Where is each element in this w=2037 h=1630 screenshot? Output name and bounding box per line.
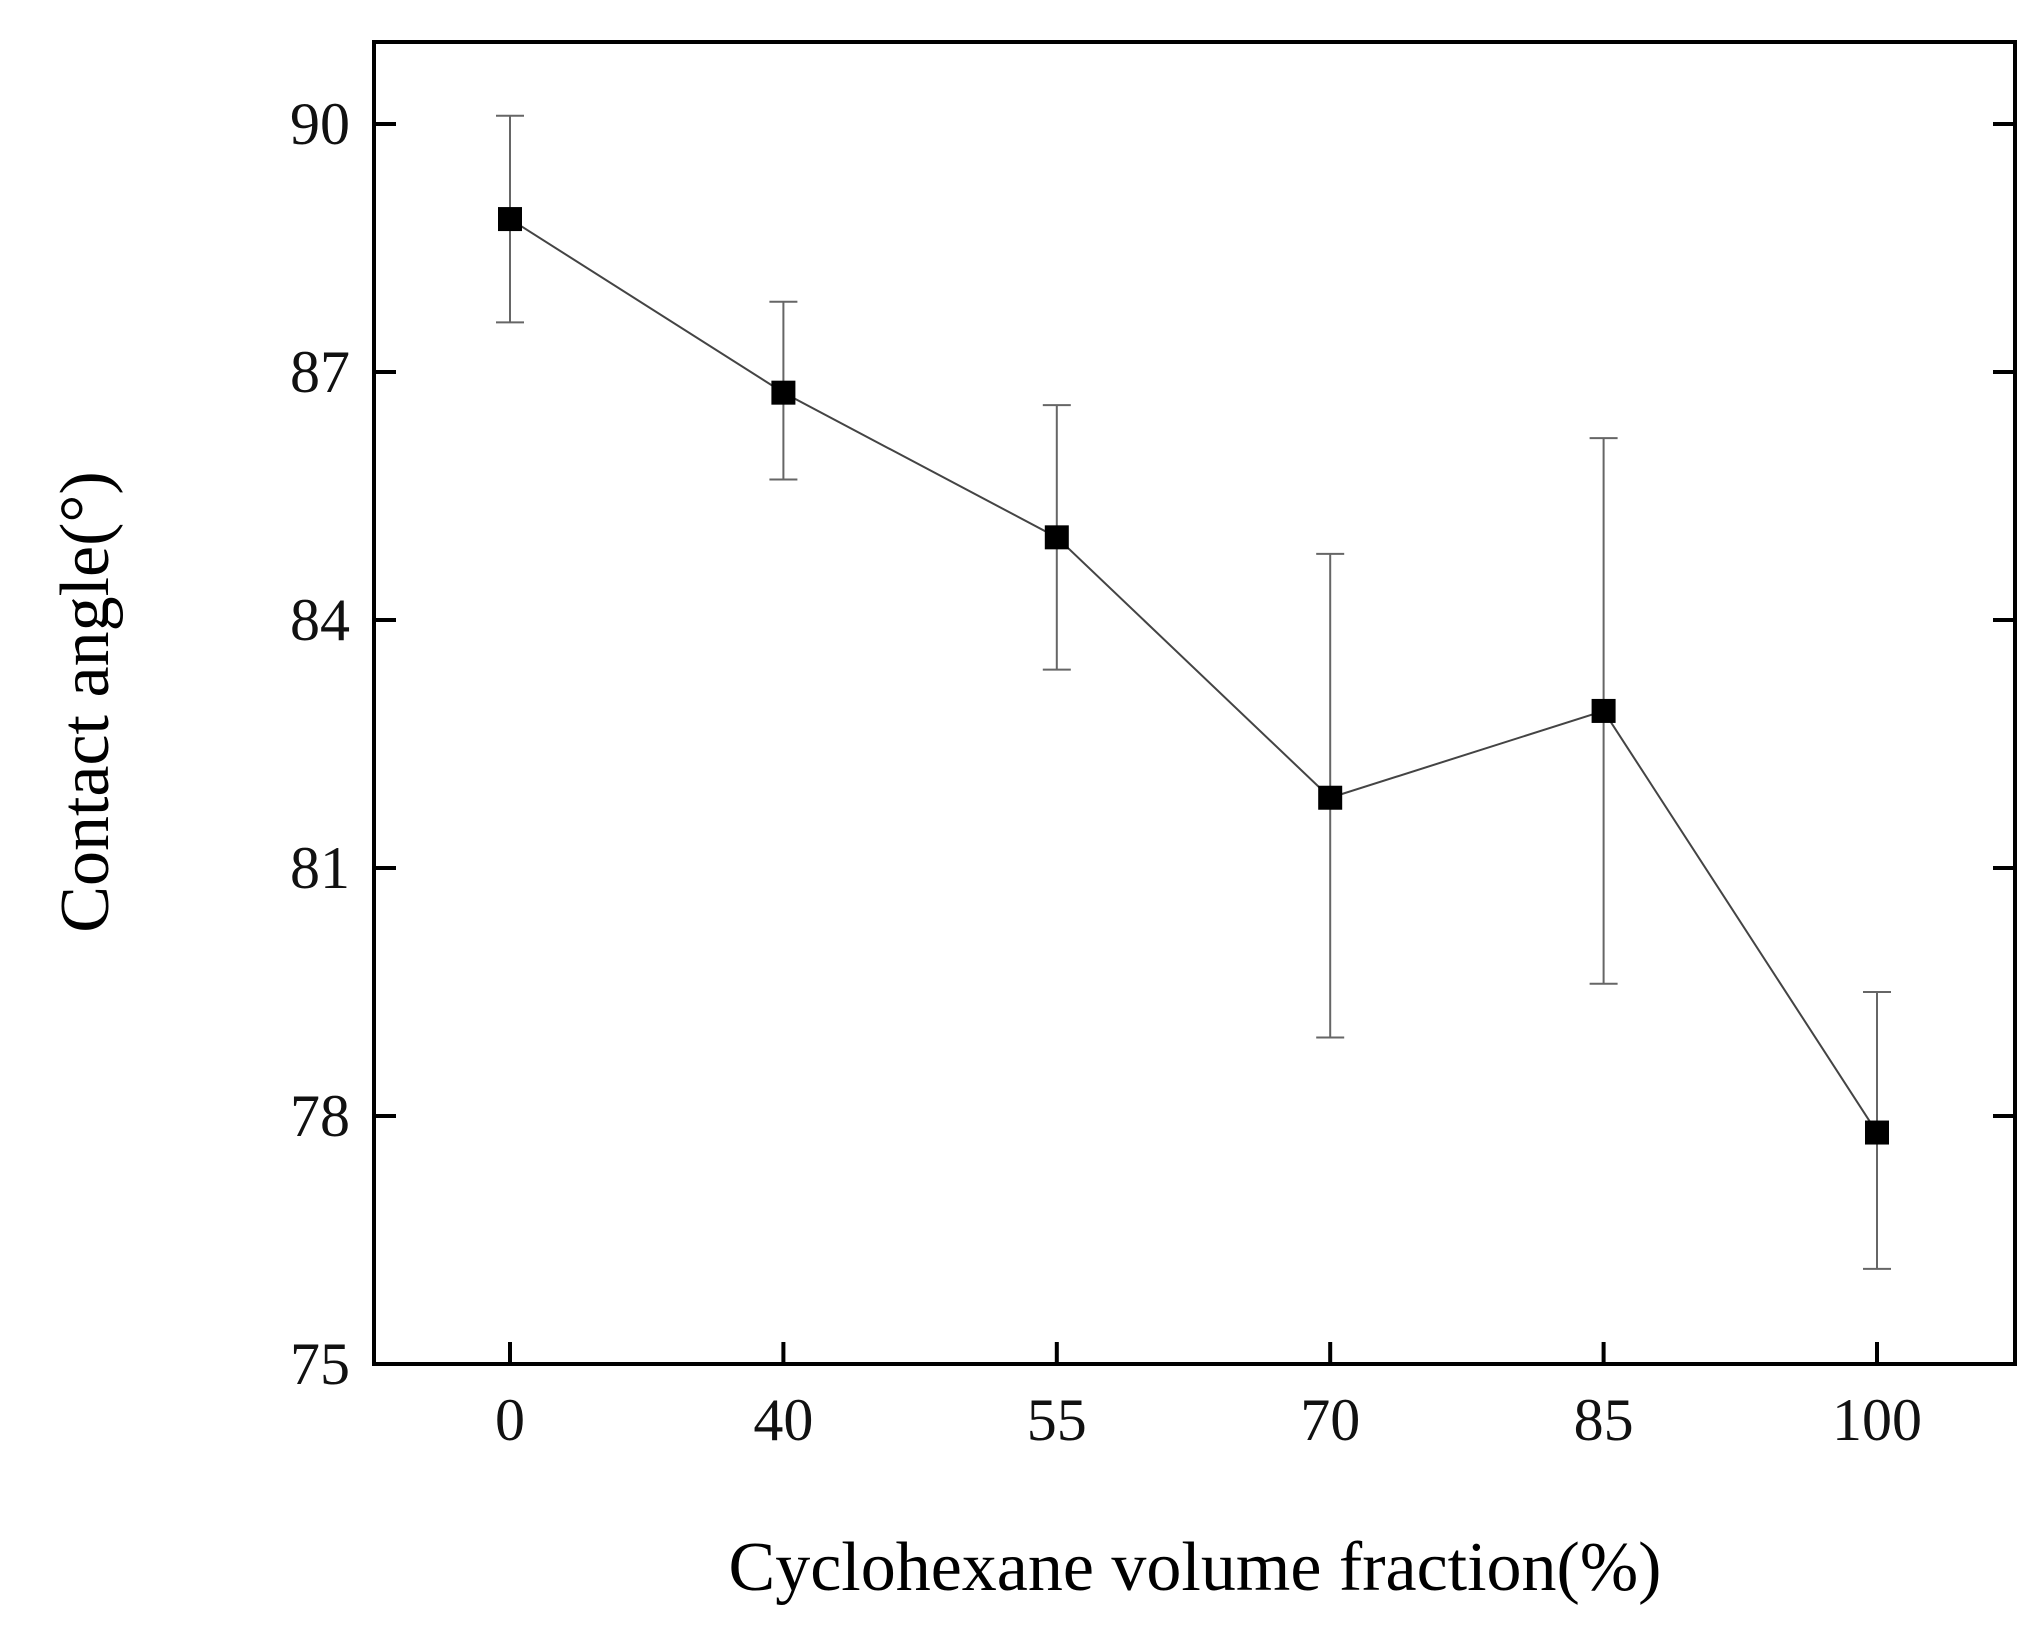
x-axis-title: Cyclohexane volume fraction(%) [729,1529,1662,1606]
series-polyline [509,218,1878,1134]
data-point [1591,698,1616,723]
y-tick-label: 87 [290,339,350,405]
data-point [1318,785,1343,810]
y-tick-label: 84 [290,587,350,653]
series-line [509,218,1878,1134]
x-axis: 0 40 55 70 85 100 [495,1342,1922,1453]
x-tick-label: 55 [1027,1387,1087,1453]
x-tick-label: 100 [1832,1387,1922,1453]
x-tick-label: 85 [1574,1387,1634,1453]
y-tick-label: 75 [290,1331,350,1397]
y-tick-label: 78 [290,1083,350,1149]
x-tick-label: 40 [753,1387,813,1453]
y-axis: 75 78 81 84 87 90 [290,91,2015,1397]
error-bars [496,114,1891,1270]
y-axis-title: Contact angle(°) [47,471,124,932]
data-point [498,207,522,232]
data-point [1044,525,1069,550]
data-point [1865,1120,1889,1145]
y-tick-label: 90 [290,91,350,157]
x-tick-label: 70 [1300,1387,1360,1453]
x-tick-label: 0 [495,1387,525,1453]
plot-frame [372,40,2017,1366]
data-markers [498,207,1889,1145]
data-point [771,380,796,405]
y-tick-label: 81 [290,835,350,901]
